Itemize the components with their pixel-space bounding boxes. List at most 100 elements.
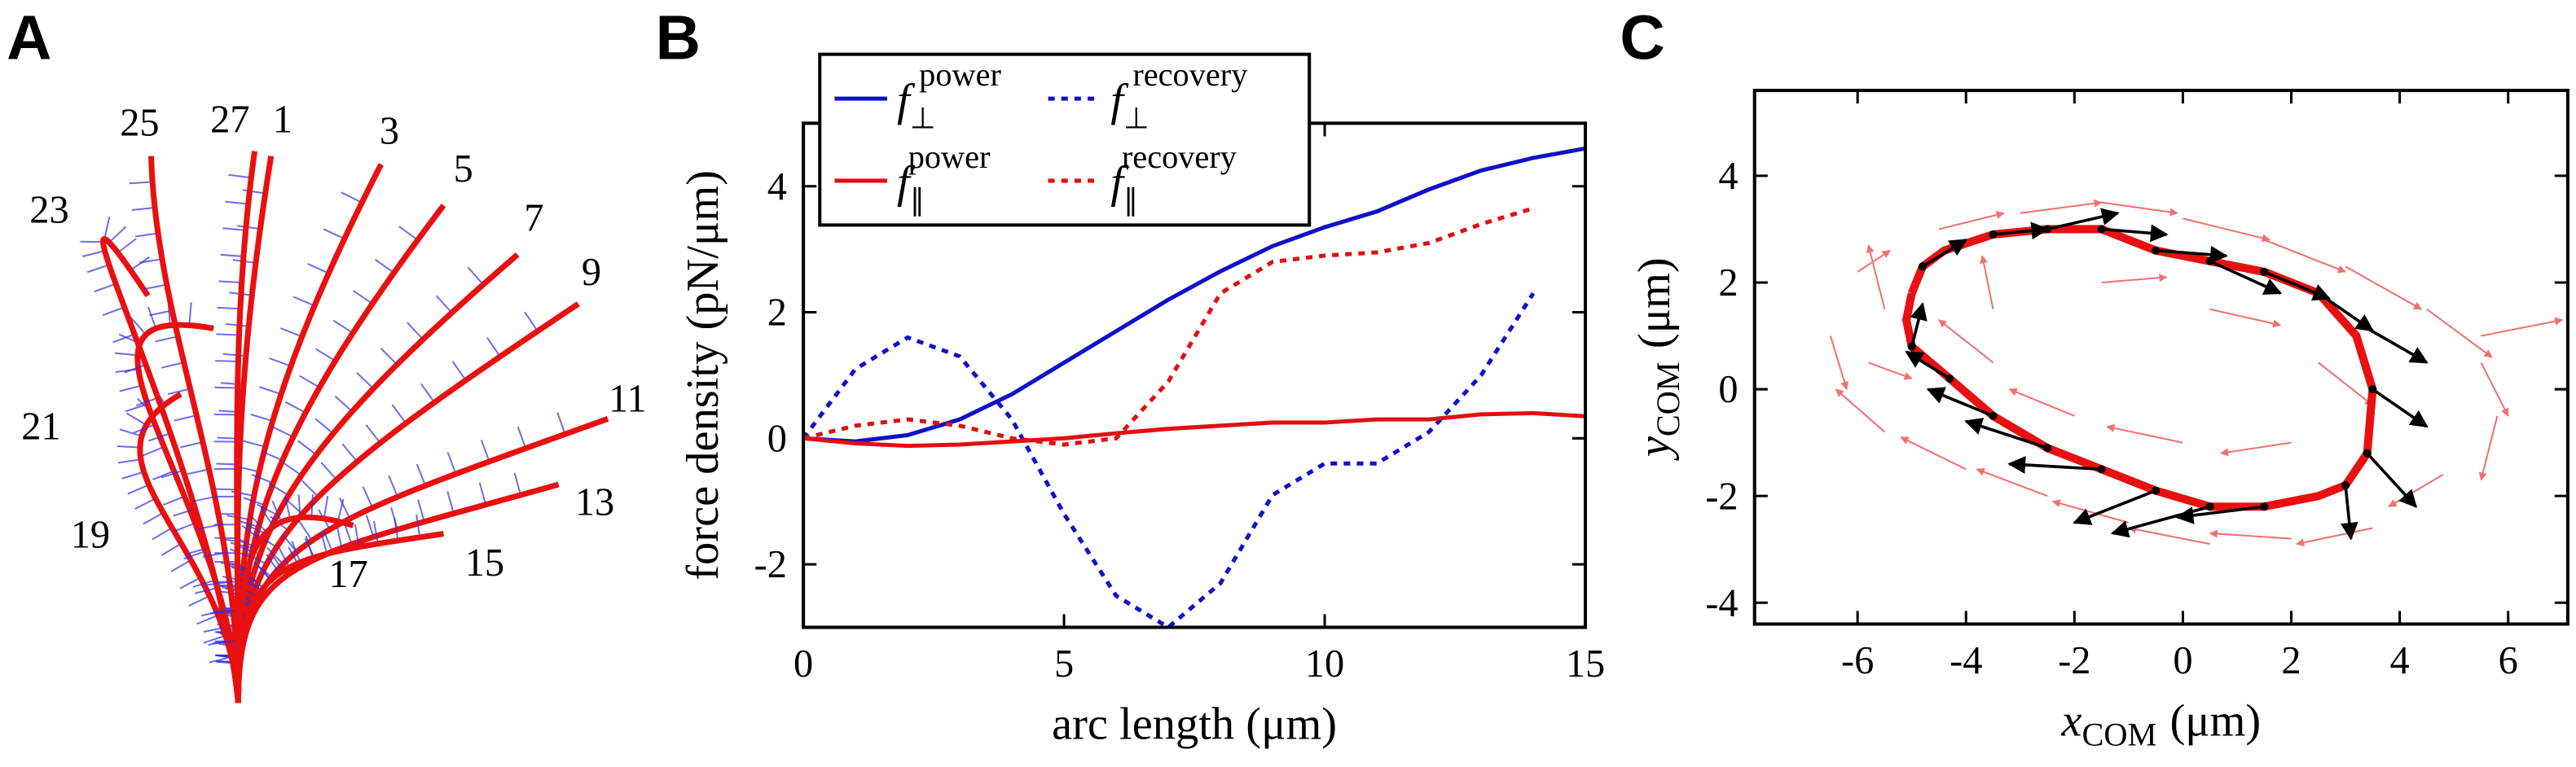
vector-origin: [2043, 225, 2052, 234]
x-axis-label: arc length (μm): [1052, 699, 1337, 750]
series-line: [802, 206, 1534, 447]
y-tick-label: -2: [754, 543, 787, 586]
force-hatch: [183, 550, 206, 560]
x-tick-label: 10: [1305, 642, 1344, 686]
vector-arrow: [2183, 217, 2270, 243]
force-hatch: [170, 559, 191, 572]
x-tick-label: 4: [2390, 639, 2410, 682]
force-hatch: [142, 445, 165, 457]
cilium-shape: [235, 252, 520, 703]
vector-arrow: [2345, 265, 2423, 310]
vector-origin: [2152, 246, 2161, 255]
force-hatch: [339, 497, 351, 519]
force-hatch: [160, 469, 183, 479]
force-hatch: [243, 497, 266, 506]
force-hatch: [446, 491, 455, 514]
force-hatch: [230, 541, 253, 550]
force-hatch: [102, 306, 125, 317]
beat-label: 17: [328, 553, 367, 596]
cilium-shape: [100, 236, 241, 703]
cilium-shape: [235, 416, 609, 703]
vector-origin: [2260, 502, 2269, 511]
force-hatch: [292, 296, 315, 307]
cilium-shape: [234, 151, 258, 703]
vector-arrow: [1905, 350, 1951, 380]
text-part: ⊥: [1123, 102, 1150, 134]
plot-area: [802, 146, 1586, 630]
vector-arrow: [1926, 387, 1994, 418]
force-hatch: [517, 426, 527, 449]
force-hatch: [299, 375, 320, 388]
text-part: COM: [1650, 362, 1686, 436]
force-hatch: [131, 206, 156, 211]
force-hatch: [365, 424, 381, 444]
force-hatch: [114, 352, 138, 357]
force-hatch: [420, 383, 436, 403]
vector-arrow: [2106, 423, 2183, 444]
vector-arrow: [1938, 211, 2005, 230]
beat-label: 23: [29, 188, 68, 231]
beat-label: 25: [120, 102, 159, 145]
vector-origin: [2368, 385, 2377, 394]
beat-label: 21: [21, 405, 60, 449]
panel-letter: A: [7, 4, 51, 73]
force-hatch: [415, 463, 427, 486]
force-hatch: [134, 232, 159, 238]
force-hatch: [130, 256, 151, 271]
vector-arrow: [2263, 239, 2347, 274]
y-tick-label: 0: [1718, 368, 1738, 411]
force-hatch: [238, 545, 261, 555]
force-hatch: [362, 486, 374, 509]
force-hatch: [130, 317, 147, 335]
force-hatch: [467, 266, 484, 286]
force-hatch: [160, 542, 182, 556]
force-hatch: [307, 263, 329, 274]
text-part: y: [1629, 436, 1680, 461]
vector-arrow: [2175, 505, 2265, 524]
force-hatch: [310, 494, 314, 518]
force-hatch: [188, 595, 210, 607]
text-part: recovery: [1122, 138, 1237, 175]
x-axis-label: xCOM (μm): [2060, 696, 2261, 753]
force-hatch: [323, 495, 329, 519]
force-hatch: [116, 445, 140, 449]
force-hatch: [127, 484, 150, 495]
force-hatch: [215, 360, 239, 362]
force-hatch: [152, 527, 173, 541]
force-hatch: [284, 496, 292, 519]
force-hatch: [513, 472, 522, 496]
force-hatch: [353, 290, 373, 305]
vector-arrow: [2127, 525, 2210, 546]
force-hatch: [320, 531, 328, 554]
force-hatch: [108, 226, 127, 243]
legend-entry: f∥power: [897, 138, 991, 217]
series-line: [802, 146, 1586, 444]
force-hatch: [314, 348, 336, 362]
x-tick-label: -2: [2058, 639, 2090, 682]
y-tick-label: -2: [1705, 475, 1738, 518]
force-hatch: [235, 519, 259, 528]
panel-letter: B: [656, 4, 701, 73]
y-tick-label: 4: [1718, 155, 1738, 198]
force-hatch: [179, 576, 201, 589]
series-line: [802, 410, 1586, 449]
force-hatch: [242, 189, 266, 195]
force-hatch: [258, 386, 282, 396]
vector-arrow: [2020, 199, 2103, 214]
force-hatch: [148, 432, 171, 442]
force-hatch: [260, 506, 275, 528]
vector-origin: [1918, 262, 1928, 271]
force-hatch: [86, 264, 110, 274]
x-tick-label: 6: [2499, 639, 2518, 682]
vector-origin: [1989, 411, 1998, 420]
text-part: (μm): [1629, 257, 1680, 348]
vector-origin: [2043, 444, 2052, 453]
text-part: ⊥: [910, 102, 936, 134]
force-hatch: [167, 388, 191, 396]
force-hatch: [393, 517, 399, 541]
force-hatch: [269, 357, 292, 367]
force-hatch: [184, 547, 208, 556]
vector-origin: [2314, 289, 2323, 298]
force-hatch: [143, 283, 167, 291]
force-hatch: [116, 238, 137, 254]
